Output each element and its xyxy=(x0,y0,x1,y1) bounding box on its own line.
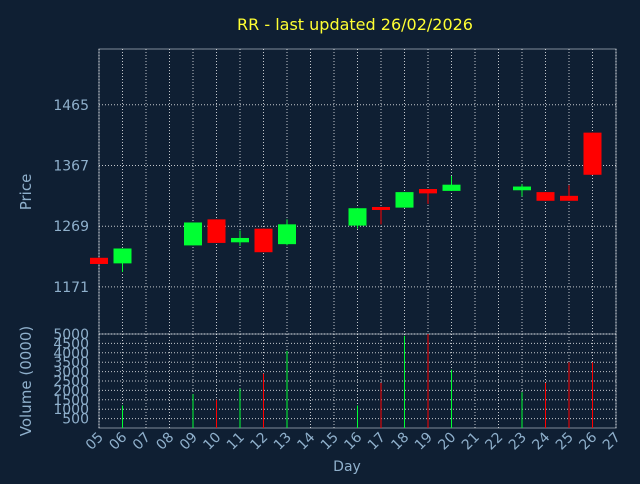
day-tick-label: 16 xyxy=(341,429,365,453)
day-tick-label: 20 xyxy=(435,430,459,454)
candle-body xyxy=(560,195,578,201)
day-tick-label: 17 xyxy=(365,430,389,454)
candle-body xyxy=(113,248,132,264)
candle-body xyxy=(442,184,461,191)
day-tick-label: 05 xyxy=(83,430,107,454)
day-tick-label: 09 xyxy=(177,430,201,454)
candle-body xyxy=(536,192,555,201)
candle-body xyxy=(372,206,390,210)
candle-body xyxy=(395,192,414,208)
chart-title: RR - last updated 26/02/2026 xyxy=(237,15,473,34)
candle-body xyxy=(184,222,202,246)
day-tick-label: 06 xyxy=(106,429,130,453)
day-tick-label: 12 xyxy=(247,430,271,454)
day-tick-label: 08 xyxy=(153,430,177,454)
candle-body xyxy=(231,237,249,243)
day-tick-label: 21 xyxy=(459,430,483,454)
price-tick-label: 1367 xyxy=(53,158,89,174)
price-panel: 1171 1269 1367 1465 xyxy=(53,48,617,335)
price-tick-label: 1269 xyxy=(53,219,89,235)
volume-tick-label: 4000 xyxy=(53,346,89,362)
price-tick-label: 1171 xyxy=(53,280,89,296)
volume-tick-label: 4500 xyxy=(53,336,89,352)
candle-body xyxy=(254,228,273,253)
day-tick-label: 25 xyxy=(553,430,577,454)
day-tick-label: 07 xyxy=(130,430,154,454)
day-tick-label: 24 xyxy=(529,429,553,453)
day-tick-label: 15 xyxy=(318,430,342,454)
day-tick-label: 18 xyxy=(388,430,412,454)
volume-axis-label: Volume (0000) xyxy=(17,326,35,436)
candle-body xyxy=(583,132,602,175)
day-tick-label: 26 xyxy=(576,429,600,453)
candle-body xyxy=(278,224,296,245)
volume-tick-label: 3500 xyxy=(53,355,89,371)
volume-tick-label: 500 xyxy=(62,412,89,428)
volume-tick-label: 2000 xyxy=(53,383,89,399)
day-tick-label: 19 xyxy=(412,430,436,454)
candle-body xyxy=(419,189,437,194)
volume-tick-label: 5000 xyxy=(53,327,89,343)
volume-tick-label: 1000 xyxy=(53,402,89,418)
volume-tick-label: 1500 xyxy=(53,393,89,409)
day-tick-label: 11 xyxy=(224,430,248,454)
price-axis-label: Price xyxy=(17,174,35,211)
volume-panel: 05 06 07 08 09 10 11 12 13 14 15 16 17 18 19 20 21 22 23 24… xyxy=(53,327,623,453)
candle-body xyxy=(207,219,226,243)
day-tick-label: 22 xyxy=(482,430,506,454)
day-tick-label: 14 xyxy=(294,429,318,453)
candle-body xyxy=(348,208,367,226)
day-tick-label: 13 xyxy=(271,430,295,454)
price-tick-label: 1465 xyxy=(53,98,89,114)
day-tick-label: 23 xyxy=(506,430,530,454)
volume-tick-label: 2500 xyxy=(53,374,89,390)
day-tick-label: 10 xyxy=(200,430,224,454)
volume-tick-label: 3000 xyxy=(53,365,89,381)
x-axis-label: Day xyxy=(333,459,361,475)
candle-body xyxy=(90,257,108,264)
day-tick-label: 27 xyxy=(600,430,624,454)
candle-body xyxy=(513,186,531,191)
